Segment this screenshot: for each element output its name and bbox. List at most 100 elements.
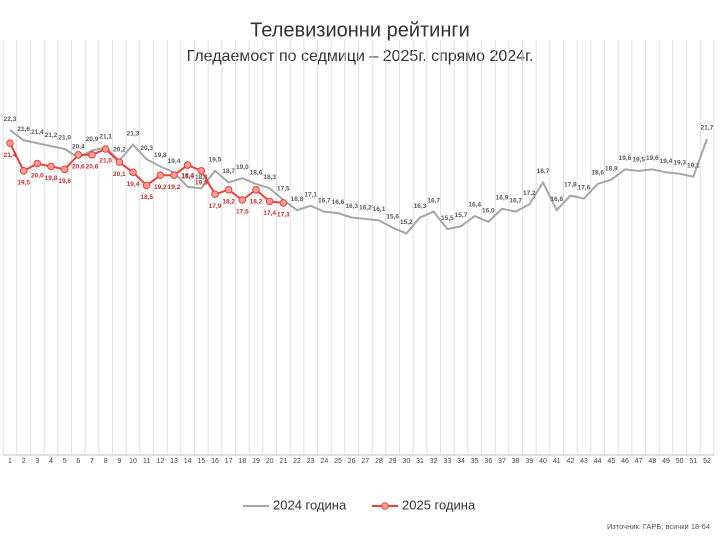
data-label: 15,6 <box>386 213 399 220</box>
x-tick-label: 52 <box>703 458 711 465</box>
data-label: 17,9 <box>209 203 222 210</box>
data-point <box>252 186 260 194</box>
data-point <box>74 151 83 159</box>
data-label: 16,8 <box>550 196 563 203</box>
x-tick-label: 44 <box>594 458 602 465</box>
data-point <box>211 190 219 198</box>
data-point <box>170 171 178 180</box>
data-point <box>142 181 151 190</box>
chart-title: Телевизионни рейтинги <box>250 19 470 41</box>
x-tick-label: 8 <box>104 458 108 465</box>
data-point <box>19 167 28 175</box>
source-note: Източник: ГАРБ, всички 18-64 <box>607 522 710 531</box>
data-point <box>115 158 124 166</box>
data-label: 16,7 <box>318 197 331 204</box>
x-tick-label: 28 <box>375 458 383 465</box>
data-point <box>101 145 110 153</box>
data-label: 18,2 <box>222 199 235 206</box>
data-label: 19,2 <box>154 184 167 191</box>
x-tick-label: 11 <box>143 458 150 465</box>
data-label: 20,6 <box>86 164 99 171</box>
x-tick-label: 26 <box>348 458 356 465</box>
x-tick-label: 41 <box>553 458 561 465</box>
data-label: 19,8 <box>154 152 167 159</box>
x-tick-label: 42 <box>566 458 574 465</box>
data-label: 19,6 <box>58 178 71 185</box>
legend-marker <box>381 502 389 510</box>
data-label: 19,3 <box>673 159 686 166</box>
data-label: 17,4 <box>263 210 276 217</box>
data-label: 15,2 <box>400 219 413 226</box>
x-tick-label: 15 <box>197 458 205 465</box>
x-tick-label: 32 <box>430 458 438 465</box>
data-label: 17,1 <box>304 192 317 199</box>
data-label: 19,6 <box>646 155 659 162</box>
data-label: 19,5 <box>209 157 222 164</box>
x-tick-label: 27 <box>361 458 369 465</box>
x-tick-label: 34 <box>457 458 465 465</box>
data-label: 16,9 <box>496 194 509 201</box>
data-label: 16,6 <box>332 199 345 206</box>
data-point <box>279 199 288 207</box>
data-label: 16,7 <box>509 197 522 204</box>
x-tick-label: 2 <box>22 458 26 465</box>
data-label: 16,1 <box>373 206 386 213</box>
data-point <box>47 162 55 171</box>
x-tick-label: 24 <box>320 458 328 465</box>
data-label: 20,1 <box>113 171 126 178</box>
data-label: 18,6 <box>250 170 263 177</box>
x-tick-label: 36 <box>484 458 492 465</box>
x-tick-label: 46 <box>621 458 629 465</box>
x-tick-label: 51 <box>689 458 697 465</box>
x-tick-label: 7 <box>90 458 94 465</box>
data-point <box>60 165 69 174</box>
data-point <box>88 151 96 159</box>
data-label: 21,7 <box>701 125 714 132</box>
x-tick-label: 14 <box>184 458 192 465</box>
data-label: 19,6 <box>619 155 632 162</box>
data-label: 20,3 <box>140 145 153 152</box>
data-label: 19,5 <box>17 180 30 187</box>
x-tick-label: 21 <box>279 458 287 465</box>
x-tick-label: 30 <box>402 458 410 465</box>
data-label: 19,8 <box>45 175 58 182</box>
x-tick-label: 37 <box>498 458 506 465</box>
x-tick-label: 50 <box>676 458 684 465</box>
x-tick-label: 6 <box>76 458 80 465</box>
data-label: 16,3 <box>345 203 358 210</box>
x-tick-label: 5 <box>63 458 67 465</box>
data-label: 21,2 <box>45 132 58 139</box>
data-label: 16,4 <box>468 202 481 209</box>
data-label: 21,4 <box>4 152 17 159</box>
x-tick-label: 16 <box>211 458 219 465</box>
x-tick-label: 18 <box>238 458 246 465</box>
data-label: 17,6 <box>578 184 591 191</box>
data-label: 19,9 <box>181 174 194 181</box>
data-label: 21,0 <box>58 135 71 142</box>
data-label: 16,8 <box>291 196 304 203</box>
data-label: 22,3 <box>4 116 17 123</box>
data-label: 19,2 <box>168 184 181 191</box>
data-point <box>265 197 274 206</box>
x-tick-label: 40 <box>539 458 547 465</box>
data-label: 17,2 <box>523 190 536 197</box>
data-label: 18,7 <box>222 168 235 175</box>
data-label: 20,2 <box>113 146 126 153</box>
x-tick-label: 35 <box>471 458 479 465</box>
data-point <box>224 186 233 194</box>
data-label: 16,7 <box>427 197 440 204</box>
x-tick-label: 49 <box>662 458 670 465</box>
data-label: 21,4 <box>31 129 44 136</box>
chart-subtitle: Гледаемост по седмици – 2025г. спрямо 20… <box>187 48 534 65</box>
x-tick-label: 10 <box>129 458 137 465</box>
data-label: 16,0 <box>482 208 495 215</box>
x-tick-label: 9 <box>117 458 121 465</box>
data-label: 19,1 <box>687 162 700 169</box>
data-label: 18,9 <box>605 165 618 172</box>
x-tick-label: 19 <box>252 458 260 465</box>
data-label: 19,4 <box>127 181 140 188</box>
data-point <box>183 161 192 169</box>
data-point <box>33 159 42 168</box>
legend-label: 2025 година <box>402 497 476 512</box>
data-label: 16,3 <box>414 203 427 210</box>
